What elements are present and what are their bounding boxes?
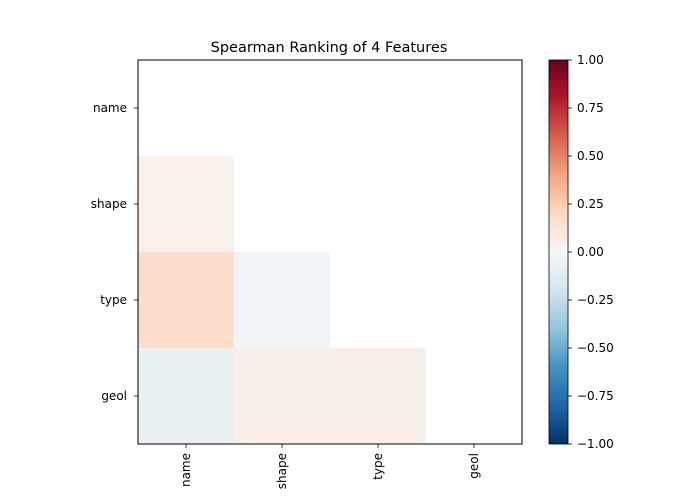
y-axis-ticks: name shape type geol [91,101,138,403]
heatmap-cell-geol-type [330,348,426,444]
colorbar-tick-label: 1.00 [577,53,604,67]
colorbar-tick-label: −0.25 [577,293,614,307]
colorbar-tick-label: 0.50 [577,149,604,163]
x-tick-label-type: type [371,453,385,480]
colorbar-tick-label: −0.75 [577,389,614,403]
plot-frame [137,59,523,445]
y-tick-label-geol: geol [101,389,127,403]
colorbar-ticks: 1.00 0.75 0.50 0.25 0.00 −0.25 −0.50 −0.75 −1.00 [568,53,614,451]
colorbar-tick-label: 0.75 [577,101,604,115]
heatmap-cell-geol-name [138,348,234,444]
y-tick-label-name: name [93,101,127,115]
colorbar-tick-label: −0.50 [577,341,614,355]
heatmap-cells [138,156,426,444]
y-tick-label-type: type [100,293,127,307]
heatmap-cell-type-name [138,252,234,348]
chart-title: Spearman Ranking of 4 Features [211,40,448,56]
x-tick-label-shape: shape [275,453,289,489]
heatmap-cell-geol-shape [234,348,330,444]
x-tick-label-name: name [179,453,193,487]
colorbar-tick-label: 0.00 [577,245,604,259]
colorbar [548,59,569,445]
y-tick-label-shape: shape [91,197,127,211]
heatmap-cell-shape-name [138,156,234,252]
colorbar-tick-label: −1.00 [577,437,614,451]
x-axis-ticks: name shape type geol [179,444,481,489]
colorbar-tick-label: 0.25 [577,197,604,211]
x-tick-label-geol: geol [467,453,481,479]
heatmap-cell-type-shape [234,252,330,348]
